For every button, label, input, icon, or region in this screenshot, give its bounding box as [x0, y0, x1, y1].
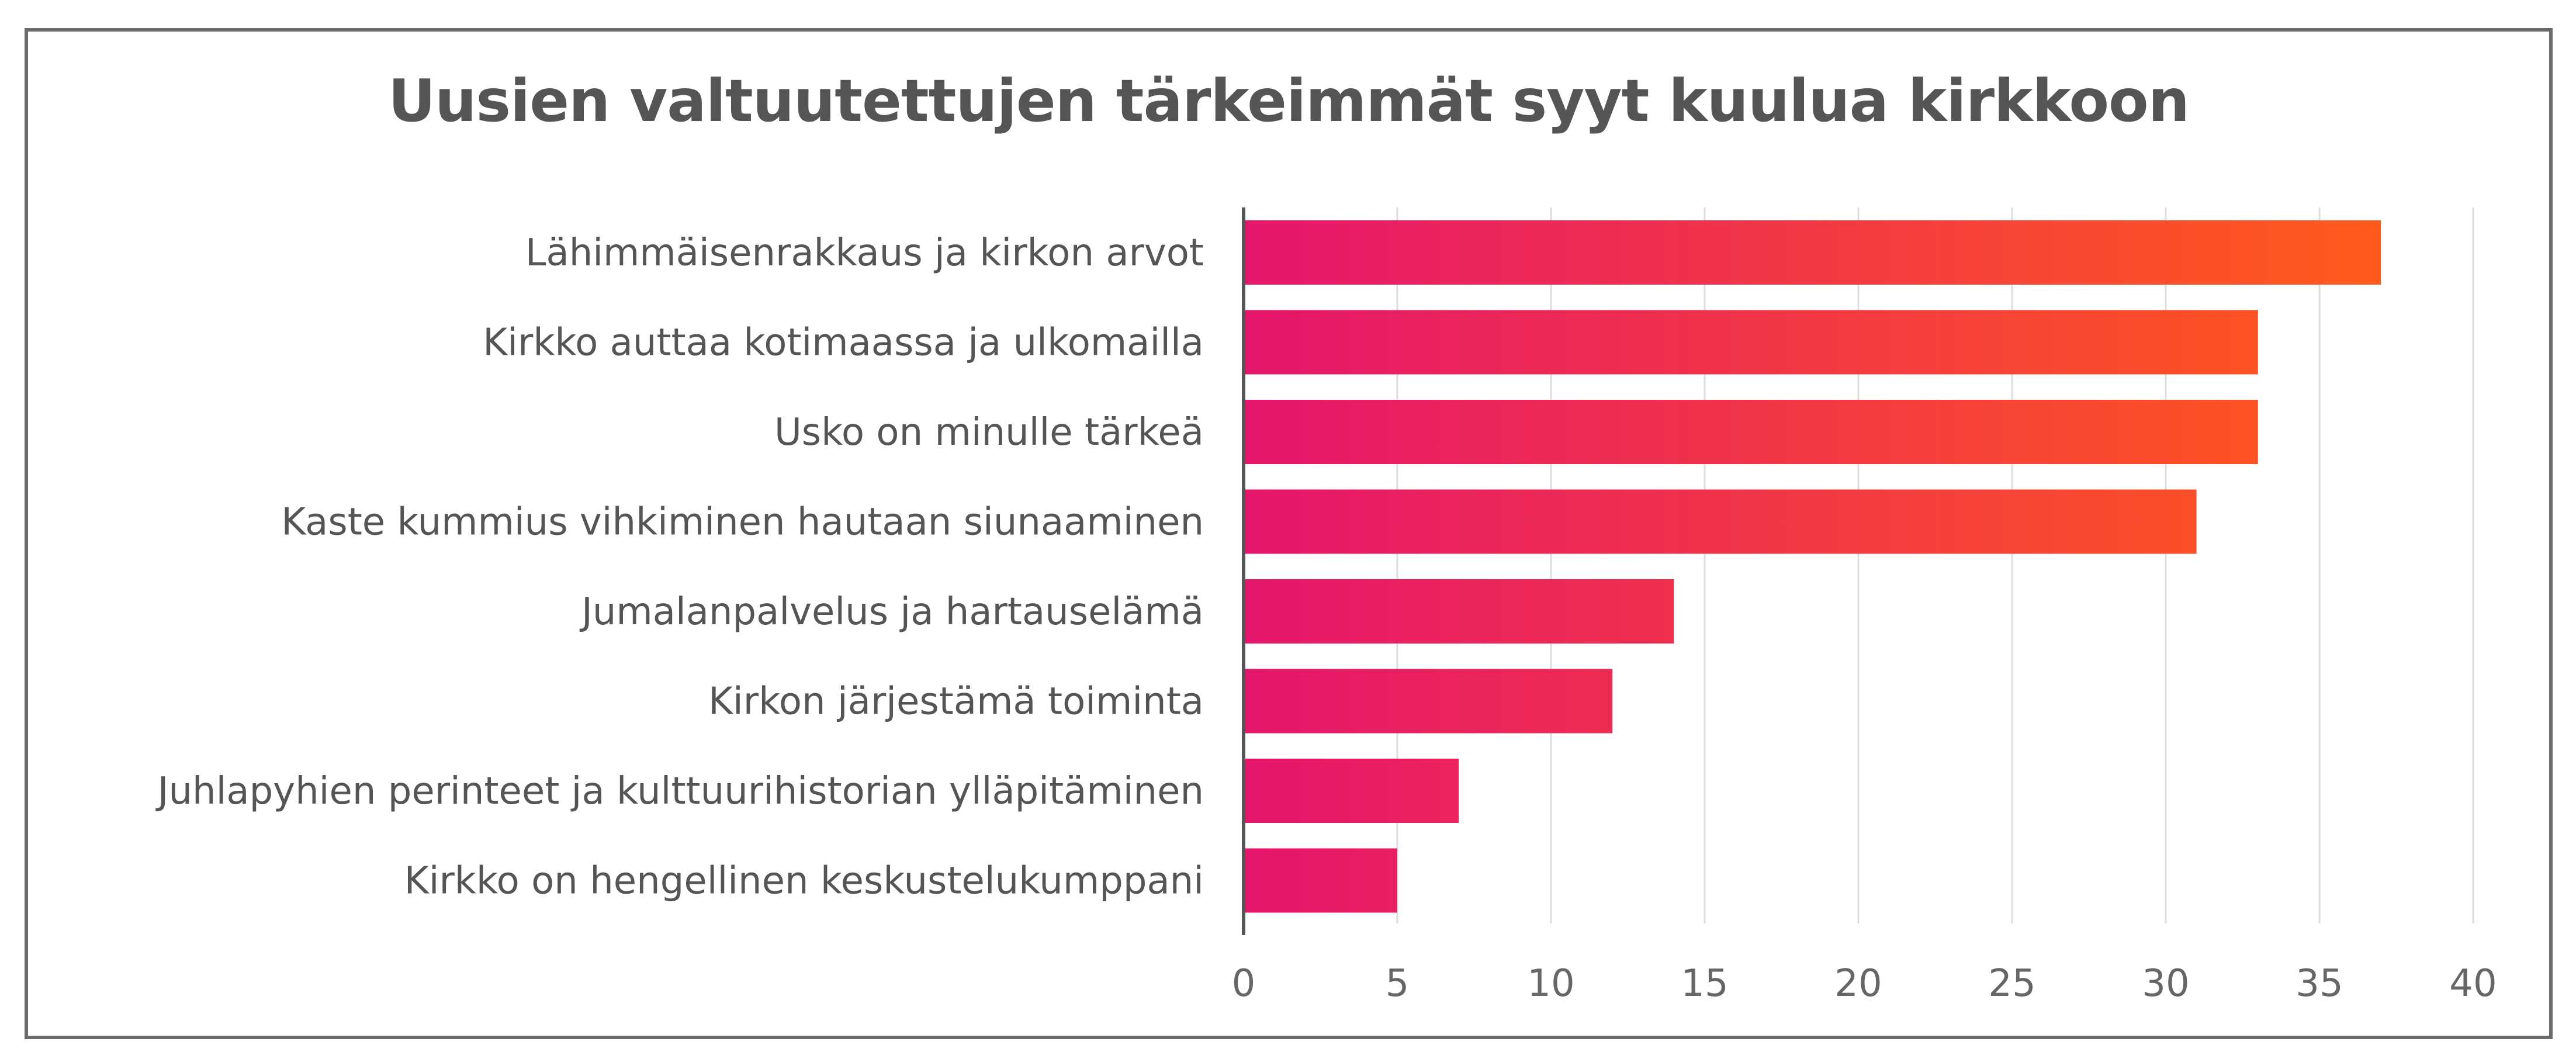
bar — [1244, 759, 1459, 823]
x-tick-label: 30 — [2142, 962, 2189, 1005]
bar — [1244, 220, 2381, 285]
category-label: Usko on minulle tärkeä — [774, 411, 1204, 454]
x-tick-label: 20 — [1834, 962, 1882, 1005]
x-tick-label: 5 — [1386, 962, 1410, 1005]
category-label: Kirkon järjestämä toiminta — [708, 680, 1204, 724]
x-tick-label: 40 — [2449, 962, 2497, 1005]
x-tick-label: 15 — [1681, 962, 1728, 1005]
bar — [1244, 848, 1397, 913]
x-tick-label: 25 — [1988, 962, 2035, 1005]
category-labels: Lähimmäisenrakkaus ja kirkon arvot Kirkko… — [155, 231, 1204, 903]
x-axis-tick-labels: 0 5 10 15 20 25 30 35 40 — [1232, 962, 2497, 1005]
x-tick-label: 0 — [1232, 962, 1256, 1005]
x-tick-label: 35 — [2295, 962, 2343, 1005]
category-label: Jumalanpalvelus ja hartauselämä — [579, 590, 1204, 634]
bars — [1244, 220, 2381, 913]
category-label: Kirkko auttaa kotimaassa ja ulkomailla — [483, 321, 1204, 365]
category-label: Kaste kummius vihkiminen hautaan siunaam… — [281, 501, 1204, 544]
chart-title: Uusien valtuutettujen tärkeimmät syyt ku… — [388, 67, 2190, 135]
category-label: Lähimmäisenrakkaus ja kirkon arvot — [525, 231, 1204, 275]
bar — [1244, 310, 2258, 375]
bar — [1244, 579, 1674, 644]
category-label: Kirkko on hengellinen keskustelukumppani — [404, 860, 1204, 903]
x-tick-label: 10 — [1527, 962, 1574, 1005]
bar — [1244, 400, 2258, 464]
category-label: Juhlapyhien perinteet ja kulttuurihistor… — [155, 770, 1204, 813]
bar — [1244, 669, 1613, 734]
bar — [1244, 489, 2197, 554]
